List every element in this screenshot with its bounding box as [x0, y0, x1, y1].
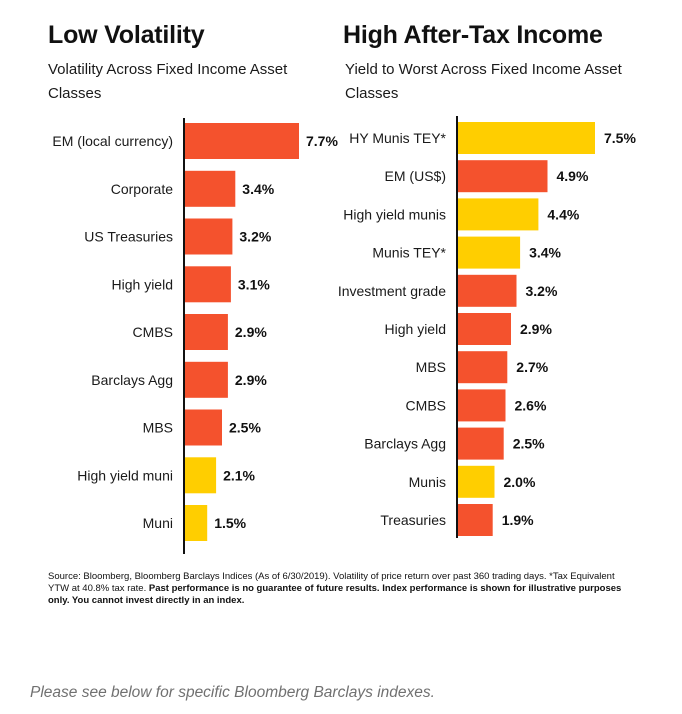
right-value-label-10: 1.9% [502, 512, 534, 528]
right-bar-8 [458, 427, 504, 460]
right-value-label-8: 2.5% [513, 436, 545, 452]
source-text: Source: Bloomberg, Bloomberg Barclays In… [48, 571, 615, 594]
right-category-label-2: High yield munis [343, 206, 446, 222]
right-bar-2 [458, 198, 539, 231]
right-category-label-6: MBS [416, 359, 446, 375]
left-category-label-3: High yield [112, 276, 173, 292]
right-bar-3 [458, 236, 521, 269]
left-category-label-1: Corporate [111, 181, 173, 197]
right-category-label-9: Munis [409, 474, 446, 490]
right-value-label-2: 4.4% [547, 206, 579, 222]
right-value-label-1: 4.9% [557, 168, 589, 184]
right-category-label-1: EM (US$) [385, 168, 446, 184]
left-chart-axis [183, 118, 185, 554]
left-bar-2 [185, 218, 233, 255]
left-category-label-2: US Treasuries [84, 229, 173, 245]
right-chart-axis [456, 116, 458, 538]
left-category-label-8: Muni [143, 515, 173, 531]
left-value-label-8: 1.5% [214, 515, 246, 531]
right-bar-4 [458, 274, 517, 307]
right-category-label-4: Investment grade [338, 283, 446, 299]
left-bar-0 [185, 123, 299, 159]
right-bar-10 [458, 504, 493, 536]
left-category-label-7: High yield muni [77, 467, 173, 483]
left-bar-5 [185, 361, 228, 398]
right-category-label-7: CMBS [406, 397, 446, 413]
left-bar-1 [185, 170, 236, 207]
footer-note: Please see below for specific Bloomberg … [30, 684, 435, 701]
right-value-label-4: 3.2% [526, 283, 558, 299]
right-chart-subtitle: Yield to Worst Across Fixed Income Asset… [345, 61, 622, 102]
left-category-label-4: CMBS [133, 324, 173, 340]
right-category-label-0: HY Munis TEY* [349, 130, 446, 146]
left-category-label-5: Barclays Agg [91, 372, 173, 388]
left-bar-6 [185, 409, 222, 446]
left-category-label-6: MBS [143, 420, 173, 436]
left-chart-subtitle: Volatility Across Fixed Income Asset Cla… [48, 61, 288, 102]
right-category-label-8: Barclays Agg [364, 436, 446, 452]
left-value-label-5: 2.9% [235, 372, 267, 388]
right-bar-9 [458, 465, 495, 498]
left-value-label-6: 2.5% [229, 420, 261, 436]
left-value-label-0: 7.7% [306, 133, 338, 149]
right-value-label-9: 2.0% [504, 474, 536, 490]
right-chart-title: High After-Tax Income [343, 21, 603, 49]
source-note: Source: Bloomberg, Bloomberg Barclays In… [48, 571, 638, 607]
right-category-label-3: Munis TEY* [372, 245, 446, 261]
left-bar-4 [185, 314, 228, 350]
right-bar-1 [458, 160, 548, 193]
left-bar-8 [185, 505, 208, 541]
left-value-label-1: 3.4% [242, 181, 274, 197]
right-value-label-6: 2.7% [516, 359, 548, 375]
left-chart-title: Low Volatility [48, 21, 205, 49]
left-value-label-2: 3.2% [239, 229, 271, 245]
right-bar-5 [458, 313, 511, 345]
right-bar-7 [458, 389, 506, 422]
right-category-label-5: High yield [385, 321, 446, 337]
left-bar-3 [185, 266, 231, 303]
right-bar-0 [458, 122, 595, 154]
right-value-label-7: 2.6% [515, 397, 547, 413]
right-value-label-0: 7.5% [604, 130, 636, 146]
left-bar-7 [185, 457, 217, 494]
right-value-label-5: 2.9% [520, 321, 552, 337]
right-category-label-10: Treasuries [380, 512, 446, 528]
source-disclaimer: Past performance is no guarantee of futu… [48, 583, 622, 606]
left-value-label-4: 2.9% [235, 324, 267, 340]
left-value-label-7: 2.1% [223, 467, 255, 483]
left-category-label-0: EM (local currency) [52, 133, 173, 149]
left-value-label-3: 3.1% [238, 276, 270, 292]
right-bar-6 [458, 351, 508, 384]
right-value-label-3: 3.4% [529, 245, 561, 261]
